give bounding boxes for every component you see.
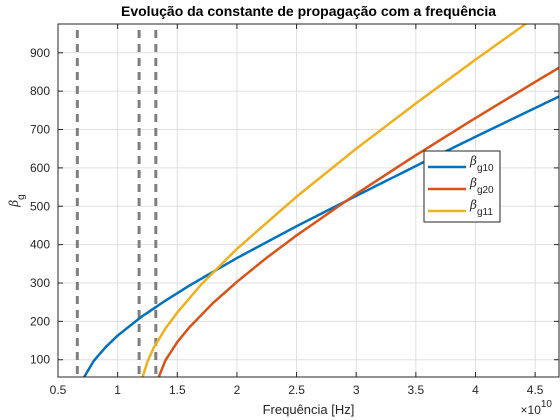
legend-subscript: g10 xyxy=(477,163,494,174)
axes-box xyxy=(57,23,560,378)
legend-symbol: β xyxy=(469,176,477,190)
x-tick-label: 4.5 xyxy=(527,383,544,397)
cutoff-lines xyxy=(75,30,158,377)
legend-symbol: β xyxy=(469,154,477,168)
x-axis-multiplier: ×1010 xyxy=(521,399,553,417)
legend-symbol: β xyxy=(469,198,477,212)
x-tick-label: 0.5 xyxy=(50,383,67,397)
x-multiplier-base: ×10 xyxy=(521,403,542,417)
series-line-g20 xyxy=(157,66,559,377)
y-tick-label: 100 xyxy=(30,353,50,367)
y-tick-label: 400 xyxy=(30,238,50,252)
x-tick-label: 2.5 xyxy=(288,383,305,397)
legend-subscript: g11 xyxy=(477,207,493,218)
y-axis-symbol: β xyxy=(7,200,21,208)
x-tick-label: 1 xyxy=(114,383,121,397)
legend-label-g11: βg11 xyxy=(469,198,493,218)
y-axis-label: βg xyxy=(7,194,27,208)
legend-subscript: g20 xyxy=(477,185,494,196)
x-tick-label: 4 xyxy=(472,383,479,397)
y-tick-label: 900 xyxy=(30,46,50,60)
y-tick-label: 500 xyxy=(30,199,50,213)
x-tick-label: 2 xyxy=(234,383,241,397)
legend-label-g10: βg10 xyxy=(469,154,494,174)
x-tick-label: 1.5 xyxy=(169,383,186,397)
x-tick-label: 3.5 xyxy=(408,383,425,397)
y-tick-label: 300 xyxy=(30,276,50,290)
x-multiplier-exponent: 10 xyxy=(541,399,553,410)
x-tick-label: 3 xyxy=(353,383,360,397)
series-line-g11 xyxy=(141,24,528,377)
x-axis-label: Frequência [Hz] xyxy=(263,402,355,417)
y-tick-label: 800 xyxy=(30,84,50,98)
chart-title: Evolução da constante de propagação com … xyxy=(121,3,496,19)
ticks: 0.5 1 1.5 2 2.5 3 3.5 4 4.5 100 200 300 400 500 600 700… xyxy=(30,24,559,397)
y-tick-label: 600 xyxy=(30,161,50,175)
legend-label-g20: βg20 xyxy=(469,176,494,196)
y-tick-label: 700 xyxy=(30,123,50,137)
y-tick-label: 200 xyxy=(30,314,50,328)
y-axis-subscript: g xyxy=(16,194,27,200)
